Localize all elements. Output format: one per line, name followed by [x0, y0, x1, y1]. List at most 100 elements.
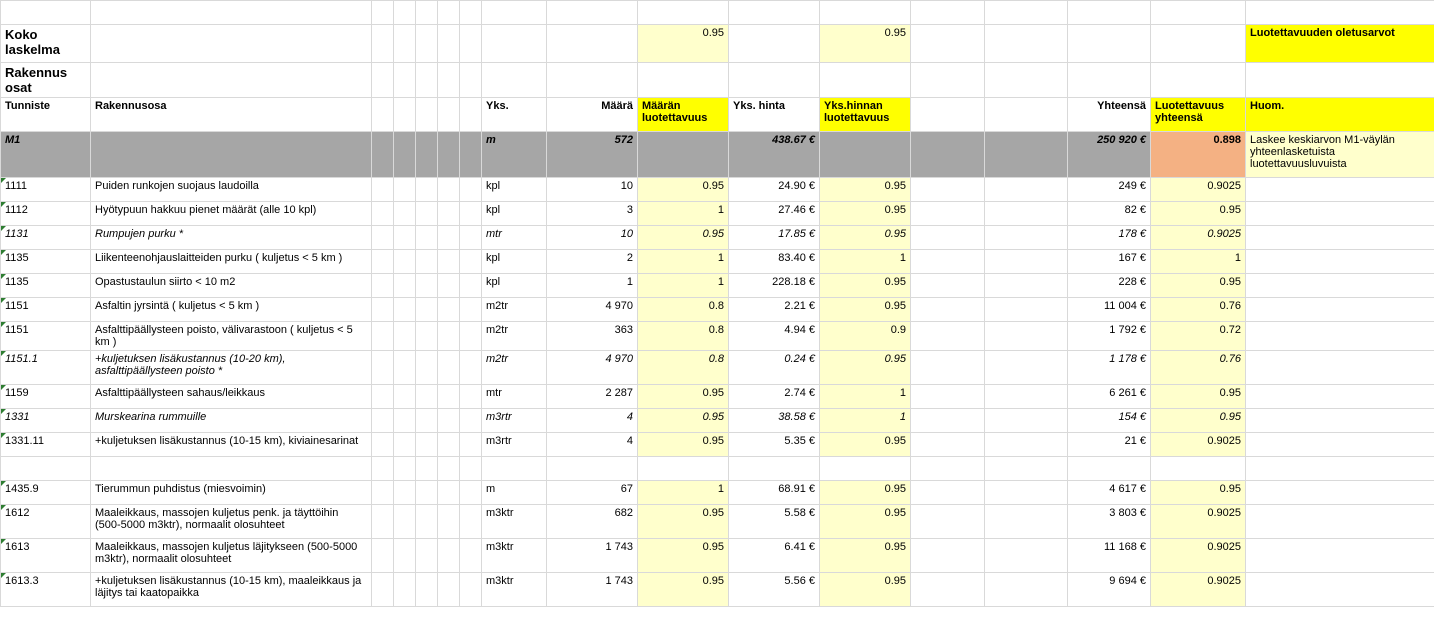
cell[interactable] [372, 298, 394, 322]
row-total[interactable]: 167 € [1068, 250, 1151, 274]
row-name[interactable]: Opastustaulun siirto < 10 m2 [91, 274, 372, 298]
cell[interactable] [438, 298, 460, 322]
cell[interactable] [460, 539, 482, 573]
cell[interactable] [372, 98, 394, 132]
row-name[interactable]: Tierummun puhdistus (miesvoimin) [91, 481, 372, 505]
cell[interactable] [460, 274, 482, 298]
row-qty[interactable]: 2 [547, 250, 638, 274]
cell[interactable] [911, 25, 985, 63]
cell[interactable] [438, 573, 460, 607]
row-reliability[interactable]: 0.9025 [1151, 178, 1246, 202]
cell[interactable] [438, 1, 460, 25]
cell[interactable] [985, 63, 1068, 98]
row-total[interactable]: 1 792 € [1068, 322, 1151, 351]
row-price-reliability[interactable]: 0.95 [820, 505, 911, 539]
cell[interactable] [416, 457, 438, 481]
row-total[interactable]: 11 004 € [1068, 298, 1151, 322]
row-price-reliability[interactable]: 0.95 [820, 351, 911, 385]
cell[interactable] [438, 409, 460, 433]
row-price-reliability[interactable]: 0.95 [820, 202, 911, 226]
cell[interactable] [416, 505, 438, 539]
row-price[interactable]: 27.46 € [729, 202, 820, 226]
row-reliability[interactable]: 0.9025 [1151, 433, 1246, 457]
cell[interactable] [460, 1, 482, 25]
default-qty-reliability[interactable]: 0.95 [638, 25, 729, 63]
row-qty-reliability[interactable]: 0.8 [638, 298, 729, 322]
row-qty[interactable]: 4 970 [547, 298, 638, 322]
row-price[interactable]: 2.21 € [729, 298, 820, 322]
row-total[interactable]: 154 € [1068, 409, 1151, 433]
cell[interactable] [985, 351, 1068, 385]
cell[interactable] [394, 539, 416, 573]
cell[interactable] [1246, 322, 1434, 351]
cell[interactable] [416, 481, 438, 505]
cell[interactable] [729, 63, 820, 98]
cell[interactable] [911, 1, 985, 25]
row-id[interactable]: 1135 [1, 274, 91, 298]
cell[interactable] [372, 63, 394, 98]
row-id[interactable]: 1151 [1, 298, 91, 322]
row-name[interactable]: Hyötypuun hakkuu pienet määrät (alle 10 … [91, 202, 372, 226]
cell[interactable] [482, 63, 547, 98]
row-qty-reliability[interactable]: 0.95 [638, 409, 729, 433]
row-price-reliability[interactable]: 0.95 [820, 178, 911, 202]
cell[interactable] [1151, 25, 1246, 63]
cell[interactable] [460, 409, 482, 433]
cell[interactable] [1246, 178, 1434, 202]
cell[interactable] [1068, 25, 1151, 63]
cell[interactable] [372, 226, 394, 250]
cell[interactable] [372, 433, 394, 457]
row-qty[interactable]: 682 [547, 505, 638, 539]
cell[interactable] [1246, 274, 1434, 298]
row-id[interactable]: 1331.11 [1, 433, 91, 457]
cell[interactable] [911, 202, 985, 226]
cell[interactable] [394, 178, 416, 202]
row-name[interactable]: +kuljetuksen lisäkustannus (10-20 km), a… [91, 351, 372, 385]
cell[interactable] [416, 409, 438, 433]
row-price[interactable]: 5.35 € [729, 433, 820, 457]
cell[interactable] [91, 1, 372, 25]
row-qty[interactable]: 4 970 [547, 351, 638, 385]
row-price[interactable]: 5.58 € [729, 505, 820, 539]
row-id[interactable]: 1612 [1, 505, 91, 539]
row-total[interactable]: 9 694 € [1068, 573, 1151, 607]
cell[interactable] [372, 1, 394, 25]
cell[interactable] [1246, 539, 1434, 573]
row-name[interactable]: Puiden runkojen suojaus laudoilla [91, 178, 372, 202]
row-reliability[interactable]: 0.9025 [1151, 505, 1246, 539]
row-qty-reliability[interactable]: 1 [638, 274, 729, 298]
cell[interactable] [91, 457, 372, 481]
cell[interactable] [985, 539, 1068, 573]
cell[interactable] [547, 457, 638, 481]
row-qty[interactable]: 2 287 [547, 385, 638, 409]
cell[interactable] [985, 25, 1068, 63]
cell[interactable] [438, 25, 460, 63]
cell[interactable] [372, 202, 394, 226]
row-total[interactable]: 178 € [1068, 226, 1151, 250]
cell[interactable] [911, 409, 985, 433]
row-qty-reliability[interactable]: 0.95 [638, 433, 729, 457]
cell[interactable] [985, 573, 1068, 607]
row-reliability[interactable]: 0.95 [1151, 274, 1246, 298]
row-unit[interactable]: m3rtr [482, 433, 547, 457]
cell[interactable] [394, 98, 416, 132]
row-id[interactable]: 1112 [1, 202, 91, 226]
row-unit[interactable]: m2tr [482, 322, 547, 351]
cell[interactable] [372, 274, 394, 298]
row-unit[interactable]: mtr [482, 226, 547, 250]
cell[interactable] [438, 274, 460, 298]
row-unit[interactable]: m3rtr [482, 409, 547, 433]
cell[interactable] [911, 250, 985, 274]
cell[interactable] [416, 573, 438, 607]
cell[interactable] [394, 322, 416, 351]
cell[interactable] [460, 226, 482, 250]
row-price[interactable]: 5.56 € [729, 573, 820, 607]
cell[interactable] [372, 505, 394, 539]
row-qty[interactable]: 1 [547, 274, 638, 298]
cell[interactable] [394, 226, 416, 250]
cell[interactable] [372, 409, 394, 433]
cell[interactable] [372, 178, 394, 202]
cell[interactable] [729, 457, 820, 481]
row-id[interactable]: 1613.3 [1, 573, 91, 607]
row-unit[interactable]: m3ktr [482, 539, 547, 573]
